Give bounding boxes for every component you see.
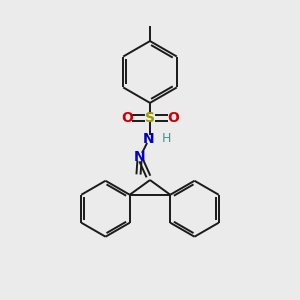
Text: H: H <box>161 132 171 145</box>
Text: N: N <box>142 132 154 146</box>
Text: O: O <box>167 111 179 125</box>
Text: N: N <box>134 150 146 164</box>
Text: S: S <box>145 111 155 125</box>
Text: O: O <box>121 111 133 125</box>
